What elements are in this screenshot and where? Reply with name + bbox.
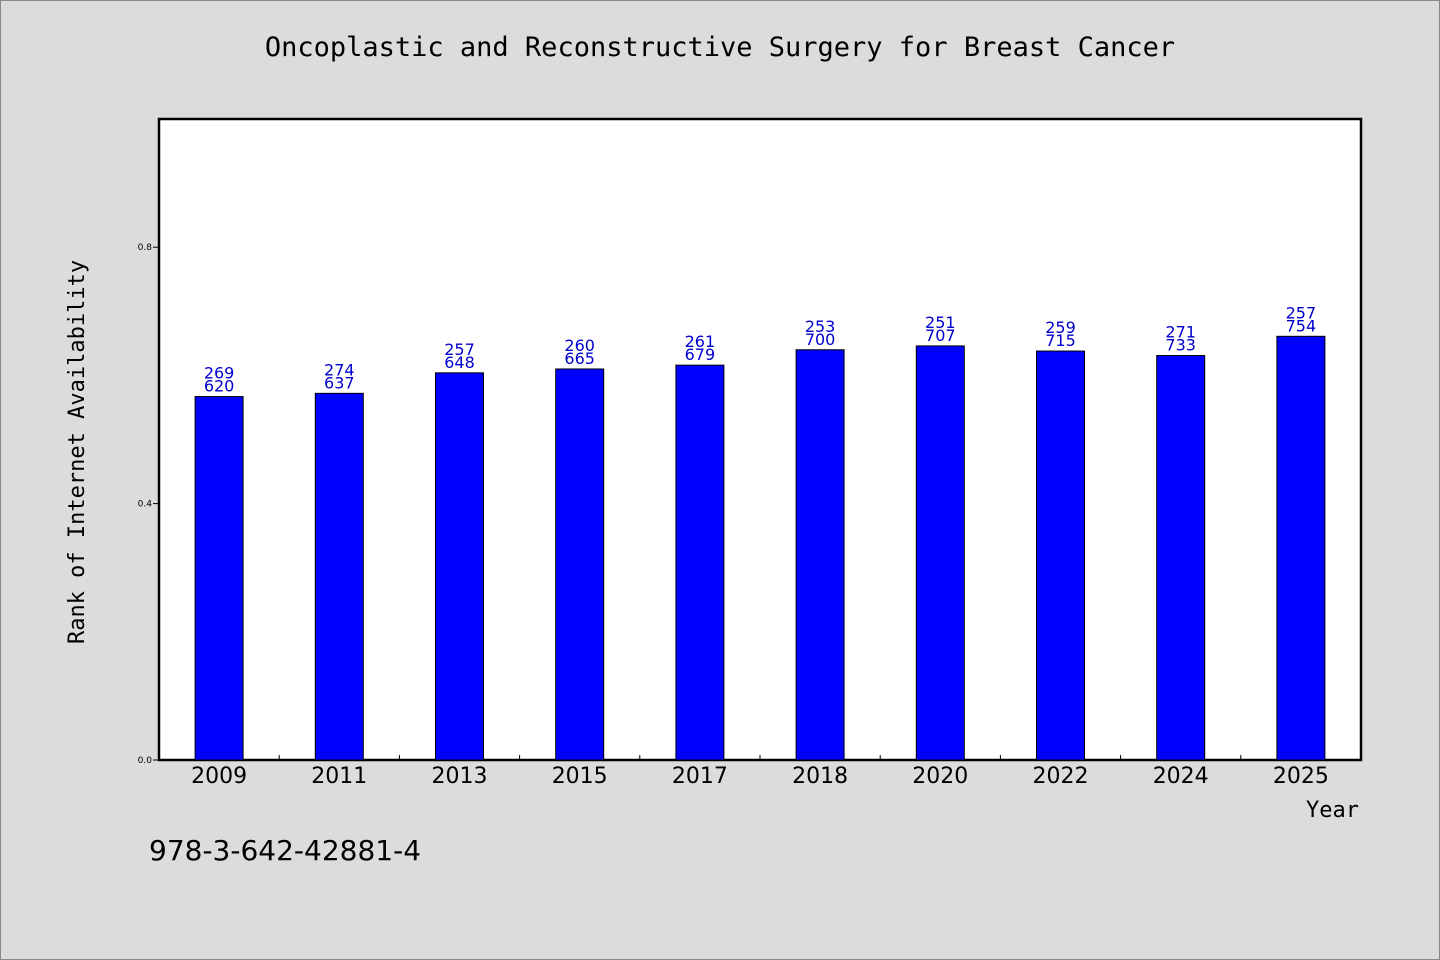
x-tick-label-2022: 2022 [1033, 764, 1089, 789]
bar-2011 [314, 392, 364, 761]
x-tick-label-2020: 2020 [912, 764, 968, 789]
bar-2017 [675, 364, 725, 761]
labels-layer: 2696202746372576482606652616792537002517… [204, 303, 1316, 395]
x-tick-label-2025: 2025 [1273, 764, 1329, 789]
bar-label-2024-1: 271 [1165, 323, 1196, 342]
bar-2009 [194, 396, 244, 761]
bar-label-2011-1: 274 [324, 360, 355, 379]
bar-label-2024-2: 733 [1165, 336, 1196, 355]
x-axis: 2009 2011 2013 2015 2017 2018 2020 2022 2024 2025 [191, 755, 1329, 789]
bar-label-2020-1: 251 [925, 313, 956, 332]
bar-label-2013-1: 257 [444, 340, 475, 359]
bars-layer [194, 335, 1326, 761]
x-tick-label-2017: 2017 [672, 764, 728, 789]
y-axis: 0.0 0.4 0.8 [138, 243, 159, 766]
bar-label-2020-2: 707 [925, 326, 956, 345]
bar-label-2015-1: 260 [564, 336, 595, 355]
bar-2024 [1156, 355, 1206, 761]
x-axis-label: Year [1306, 798, 1359, 823]
bar-label-2009-1: 269 [204, 364, 235, 383]
bar-label-2025-1: 257 [1286, 303, 1317, 322]
y-tick-label-0.0: 0.0 [138, 756, 153, 766]
y-tick-label-0.4: 0.4 [138, 500, 153, 510]
chart-title: Oncoplastic and Reconstructive Surgery f… [264, 32, 1176, 63]
x-tick-label-2011: 2011 [311, 764, 367, 789]
bar-2020 [915, 345, 965, 761]
bar-label-2022-2: 715 [1045, 331, 1076, 350]
y-tick-label-0.8: 0.8 [138, 243, 153, 253]
bar-label-2011-2: 637 [324, 373, 355, 392]
x-tick-label-2015: 2015 [552, 764, 608, 789]
bar-2013 [435, 372, 484, 761]
bar-2025 [1276, 335, 1326, 761]
x-tick-label-2024: 2024 [1153, 764, 1209, 789]
bar-label-2018-1: 253 [805, 317, 836, 336]
y-axis-label: Rank of Internet Availability [65, 260, 90, 644]
bar-label-2013-2: 648 [444, 353, 475, 372]
bar-2018 [795, 349, 845, 761]
x-tick-label-2013: 2013 [432, 764, 488, 789]
bar-2015 [555, 368, 605, 761]
x-tick-label-2018: 2018 [792, 764, 848, 789]
bar-label-2017-1: 261 [685, 332, 716, 351]
bar-label-2018-2: 700 [805, 330, 836, 349]
bar-label-2009-2: 620 [204, 377, 235, 396]
bar-label-2025-2: 754 [1286, 316, 1317, 335]
bar-label-2017-2: 679 [685, 345, 716, 364]
isbn-label: 978-3-642-42881-4 [149, 834, 422, 867]
bar-label-2022-1: 259 [1045, 318, 1076, 337]
bar-2022 [1036, 350, 1085, 761]
bar-label-2015-2: 665 [564, 349, 595, 368]
x-tick-label-2009: 2009 [191, 764, 247, 789]
